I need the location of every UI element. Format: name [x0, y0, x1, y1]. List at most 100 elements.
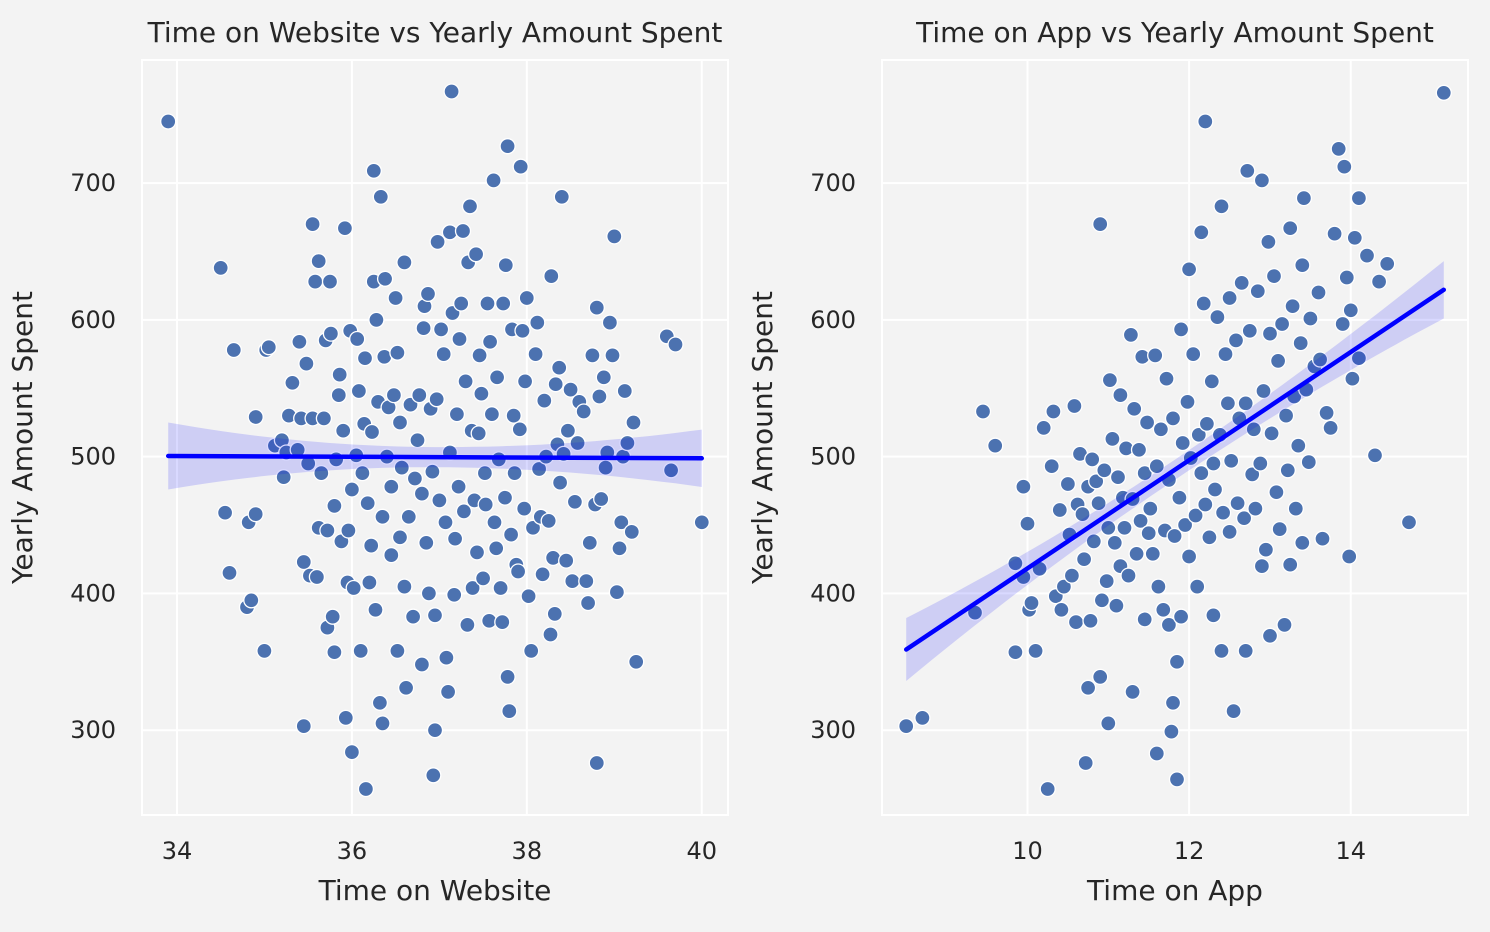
data-point: [591, 388, 608, 405]
data-point: [1287, 500, 1304, 517]
data-point: [324, 608, 341, 625]
data-point: [1096, 462, 1113, 479]
data-point: [404, 608, 422, 625]
data-point: [569, 434, 586, 452]
data-point: [495, 295, 512, 312]
data-point: [418, 534, 435, 551]
data-point: [611, 540, 628, 557]
data-point: [488, 540, 505, 557]
data-point: [260, 339, 277, 356]
tick-labels: 10 12 14 300 400 500 600 700: [810, 169, 1366, 865]
data-point: [1260, 233, 1277, 251]
data-point: [1282, 220, 1299, 237]
data-point: [467, 246, 485, 263]
data-point: [1007, 644, 1024, 661]
data-point: [275, 469, 292, 486]
data-point: [1104, 430, 1121, 448]
data-point: [330, 386, 347, 404]
data-point: [566, 493, 584, 510]
data-point: [1241, 322, 1258, 339]
data-point: [1189, 578, 1206, 595]
data-point: [516, 373, 534, 390]
data-point: [304, 215, 321, 233]
data-point: [1197, 496, 1214, 513]
data-point: [1268, 484, 1285, 501]
data-point: [1039, 780, 1056, 798]
data-point: [420, 585, 438, 602]
data-point: [1344, 370, 1361, 387]
data-point: [1090, 495, 1107, 512]
data-point: [1265, 267, 1283, 285]
data-point: [419, 285, 437, 303]
data-point: [457, 373, 474, 390]
chart-panel-2: 10 12 14 300 400 500 600 700 Time on App vs Year…: [746, 16, 1469, 907]
data-point: [1075, 551, 1093, 568]
data-point: [502, 526, 520, 543]
data-point: [1166, 527, 1183, 545]
data-point: [1140, 525, 1157, 542]
data-point: [1330, 140, 1347, 158]
data-point: [331, 366, 348, 383]
data-point: [499, 138, 516, 155]
data-point: [497, 257, 514, 274]
data-point: [534, 566, 551, 583]
data-point: [488, 369, 506, 386]
data-point: [357, 780, 375, 798]
data-point: [1227, 332, 1245, 349]
data-point: [483, 406, 501, 423]
data-point: [1147, 347, 1164, 364]
data-point: [1130, 441, 1148, 458]
data-point: [256, 642, 273, 660]
data-point: [322, 325, 340, 342]
data-point: [1195, 295, 1212, 312]
data-point: [1138, 414, 1156, 431]
data-point: [1237, 642, 1254, 660]
y-tick-label: 600: [70, 306, 116, 334]
data-point: [1067, 613, 1085, 631]
data-point: [461, 198, 479, 215]
data-point: [1093, 592, 1111, 609]
data-point: [1290, 437, 1307, 454]
data-point: [667, 336, 684, 353]
data-point: [363, 423, 381, 441]
data-point: [608, 583, 626, 601]
data-point: [1187, 507, 1204, 524]
data-point: [1217, 345, 1234, 363]
data-point: [1092, 668, 1109, 686]
y-tick-label: 600: [810, 306, 856, 334]
data-point: [1229, 495, 1246, 512]
data-point: [604, 347, 621, 364]
data-point: [343, 743, 361, 761]
plot-area: [882, 60, 1468, 815]
data-point: [1282, 556, 1299, 573]
data-point: [335, 422, 352, 439]
data-point: [391, 414, 409, 431]
data-point: [1271, 520, 1288, 538]
data-point: [1132, 512, 1149, 530]
data-point: [1190, 426, 1207, 443]
data-point: [564, 572, 581, 590]
data-point: [443, 83, 460, 100]
data-point: [1336, 158, 1353, 175]
data-point: [1300, 453, 1317, 471]
data-point: [1124, 683, 1141, 701]
chart-title: Time on Website vs Yearly Amount Spent: [147, 16, 723, 49]
data-point: [1295, 189, 1313, 207]
data-point: [1152, 421, 1170, 438]
data-point: [1148, 458, 1165, 475]
data-point: [1116, 519, 1133, 536]
data-point: [371, 694, 389, 711]
data-point: [439, 683, 457, 701]
data-point: [1261, 325, 1279, 342]
data-point: [505, 407, 522, 424]
data-point: [1023, 594, 1040, 612]
data-point: [1273, 315, 1291, 333]
data-point: [1314, 530, 1331, 547]
data-point: [1059, 475, 1077, 493]
data-point: [454, 222, 472, 240]
grid-lines: [882, 60, 1468, 815]
data-point: [424, 463, 441, 480]
data-point: [1350, 189, 1368, 207]
data-point: [1245, 421, 1262, 438]
